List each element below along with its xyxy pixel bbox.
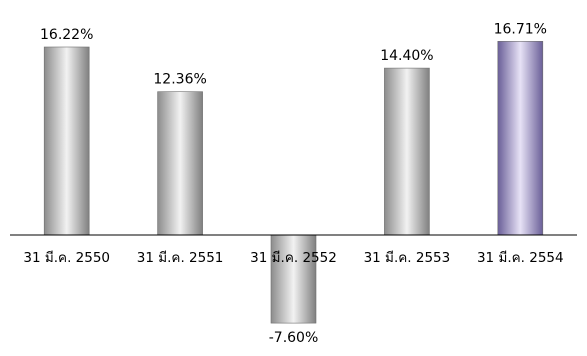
- category-label-2: 31 มี.ค. 2551: [137, 250, 224, 266]
- bar-4: [384, 67, 430, 236]
- bar-2: [157, 91, 203, 236]
- category-label-1: 31 มี.ค. 2550: [23, 250, 110, 266]
- data-label-4: 14.40%: [380, 48, 433, 64]
- category-label-3: 31 มี.ค. 2552: [250, 250, 337, 266]
- labels-layer: 16.22% 31 มี.ค. 2550 12.36% 31 มี.ค. 2551 -7…: [23, 21, 563, 346]
- data-label-1: 16.22%: [40, 27, 93, 43]
- category-label-5: 31 มี.ค. 2554: [477, 250, 564, 266]
- data-label-2: 12.36%: [153, 72, 206, 88]
- bar-1: [43, 46, 90, 236]
- data-label-5: 16.71%: [494, 21, 547, 37]
- category-label-4: 31 มี.ค. 2553: [364, 250, 451, 266]
- bar-3: [270, 234, 317, 324]
- data-label-3: -7.60%: [269, 330, 319, 346]
- bar-5: [497, 40, 544, 236]
- bars-layer: [43, 40, 544, 324]
